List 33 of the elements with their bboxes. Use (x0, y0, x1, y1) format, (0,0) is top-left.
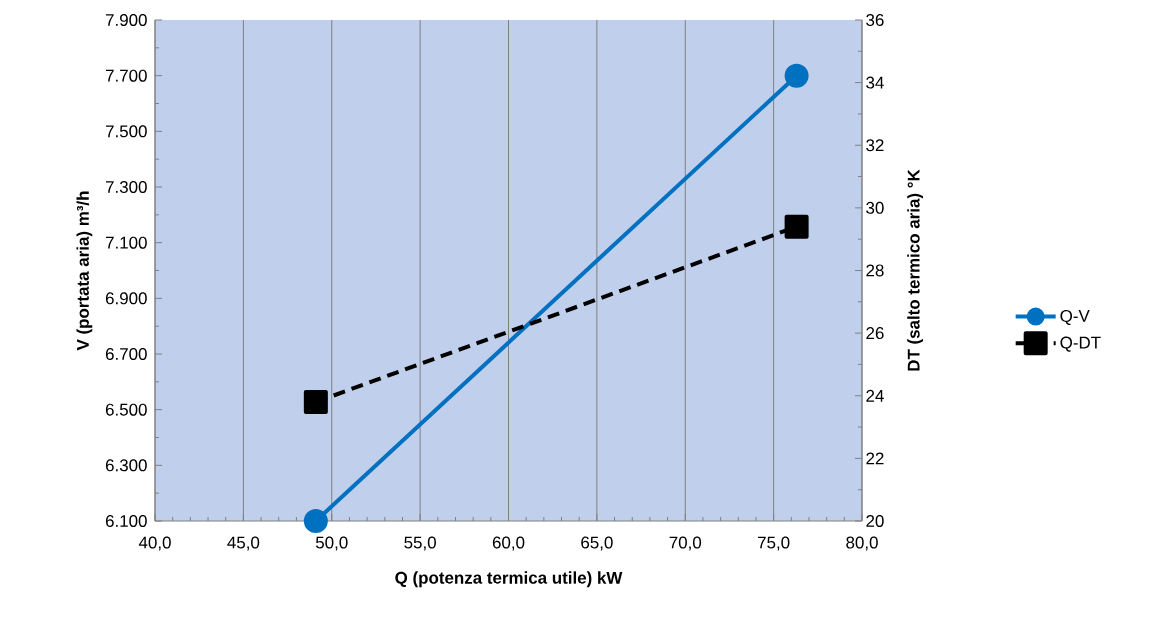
x-tick-label: 60,0 (492, 536, 525, 551)
y2-tick-label: 20 (866, 515, 884, 527)
y2-tick-label: 30 (866, 201, 884, 214)
y-tick-label: 7.300 (105, 181, 147, 193)
y2-tick-label: 24 (866, 389, 884, 402)
x-tick-label: 65,0 (581, 536, 613, 551)
x-axis-title: Q (potenza termica utile) kW (395, 571, 623, 588)
x-tick-label: 75,0 (758, 536, 790, 551)
y2-tick-label: 32 (866, 139, 884, 152)
y-tick-label: 7.900 (105, 14, 147, 26)
y2-tick-label: 26 (866, 327, 884, 340)
x-tick-label: 40,0 (138, 536, 171, 551)
y2-tick-label: 36 (866, 13, 884, 26)
y-tick-label: 6.700 (105, 348, 147, 360)
y2-tick-label: 34 (866, 76, 884, 89)
legend-label: Q-V (1060, 309, 1090, 325)
y-tick-label: 6.900 (105, 292, 147, 305)
y-tick-label: 7.500 (105, 125, 147, 138)
y-tick-label: 6.500 (105, 403, 147, 416)
y-tick-label: 6.300 (105, 459, 147, 472)
y2-tick-label: 22 (866, 452, 884, 465)
y-tick-label: 7.100 (105, 236, 147, 249)
y-axis-title: V (portata aria) m³/h (76, 191, 93, 351)
y2-axis-title: DT (salto termico aria) °K (907, 169, 923, 371)
legend-label: Q-DT (1060, 336, 1101, 352)
y-tick-label: 7.700 (105, 69, 147, 82)
y-tick-label: 6.100 (105, 515, 147, 527)
x-tick-label: 45,0 (227, 536, 260, 551)
x-tick-label: 70,0 (669, 536, 702, 551)
x-tick-label: 55,0 (404, 536, 436, 551)
x-tick-label: 50,0 (315, 536, 348, 551)
x-tick-label: 80,0 (846, 536, 878, 551)
y2-tick-label: 28 (866, 264, 884, 277)
